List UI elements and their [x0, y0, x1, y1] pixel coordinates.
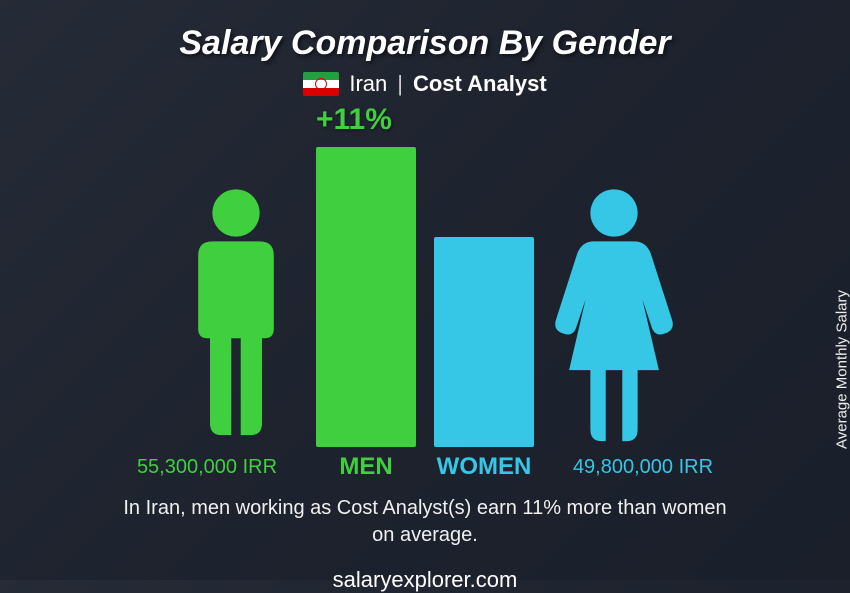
men-salary-label: 55,300,000 IRR — [107, 456, 307, 479]
role-label: Cost Analyst — [413, 71, 547, 97]
description-text: In Iran, men working as Cost Analyst(s) … — [40, 495, 810, 549]
infographic-container: Salary Comparison By Gender Iran | Cost … — [0, 0, 850, 580]
bar-men — [316, 147, 416, 447]
female-person-icon — [544, 107, 684, 447]
site-label: salaryexplorer.com — [40, 567, 810, 593]
labels-row: 55,300,000 IRR MEN WOMEN 49,800,000 IRR — [40, 453, 810, 481]
male-person-icon — [166, 107, 306, 447]
women-cat-label: WOMEN — [425, 453, 543, 481]
bar-group: +11% — [316, 107, 534, 447]
page-title: Salary Comparison By Gender — [40, 24, 810, 63]
y-axis-label: Average Monthly Salary — [834, 290, 850, 449]
bar-men-wrap — [316, 107, 416, 447]
men-cat-label: MEN — [307, 453, 425, 481]
bar-women — [434, 237, 534, 447]
subtitle-row: Iran | Cost Analyst — [40, 71, 810, 97]
country-label: Iran — [349, 71, 387, 97]
chart-area: +11% — [40, 107, 810, 447]
separator: | — [397, 71, 403, 97]
women-salary-label: 49,800,000 IRR — [543, 456, 743, 479]
bar-women-wrap — [434, 107, 534, 447]
pct-diff-label: +11% — [316, 103, 392, 137]
iran-flag-icon — [303, 72, 339, 96]
